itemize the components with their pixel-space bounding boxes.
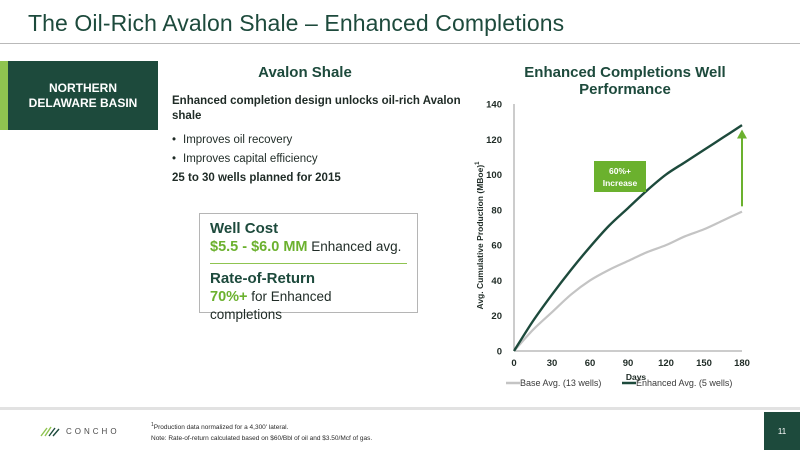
- series-line-enhanced: [512, 124, 743, 352]
- ror-suffix: for Enhanced completions: [210, 289, 332, 322]
- logo-mark-icon: [40, 426, 60, 437]
- economics-divider: [210, 263, 407, 264]
- company-logo: CONCHO: [40, 425, 120, 437]
- y-tick-label: 20: [491, 311, 502, 322]
- y-tick-label: 40: [491, 276, 502, 287]
- footnote-1-marker: 1: [151, 422, 154, 428]
- x-tick-label: 60: [585, 358, 596, 369]
- well-cost-suffix: Enhanced avg.: [307, 239, 402, 254]
- y-tick-label: 140: [486, 100, 502, 111]
- footnote-1: 1Production data normalized for a 4,300'…: [151, 420, 372, 433]
- avalon-heading: Avalon Shale: [258, 64, 352, 81]
- region-accent-strip: [0, 61, 8, 130]
- ror-value: 70%+: [210, 289, 248, 305]
- well-cost-heading: Well Cost: [210, 220, 279, 237]
- x-tick-label: 90: [623, 358, 634, 369]
- bullet-item: Improves capital efficiency: [172, 152, 462, 167]
- production-chart-svg: 0 20 40 60 80 100 120 140 0 30 60 90 120 150 180 Days Av…: [475, 100, 750, 389]
- footnotes: 1Production data normalized for a 4,300'…: [151, 420, 372, 444]
- well-cost-line: $5.5 - $6.0 MM Enhanced avg.: [210, 238, 407, 256]
- series-line-base: [513, 210, 743, 352]
- well-cost-value: $5.5 - $6.0 MM: [210, 239, 308, 255]
- increase-callout-text: 60%+: [609, 166, 631, 176]
- increase-callout-text: Increase: [603, 178, 638, 188]
- footnote-1-text: Production data normalized for a 4,300' …: [153, 424, 289, 432]
- y-tick-label: 60: [491, 241, 502, 252]
- economics-box: Well Cost $5.5 - $6.0 MM Enhanced avg. R…: [199, 213, 418, 322]
- bullet-item: Improves oil recovery: [172, 133, 462, 148]
- wells-plan-text: 25 to 30 wells planned for 2015: [172, 172, 341, 184]
- legend-label-base: Base Avg. (13 wells): [520, 378, 601, 388]
- x-tick-label: 0: [511, 358, 516, 369]
- y-axis-label-superscript: 1: [475, 161, 481, 165]
- y-tick-label: 0: [497, 347, 502, 358]
- x-tick-label: 30: [547, 358, 558, 369]
- slide-title: The Oil-Rich Avalon Shale – Enhanced Com…: [28, 10, 565, 36]
- increase-callout-box: [594, 161, 646, 192]
- y-tick-label: 100: [486, 170, 502, 181]
- y-tick-label: 120: [486, 135, 502, 146]
- legend-label-enhanced: Enhanced Avg. (5 wells): [636, 378, 732, 388]
- increase-arrow-head-icon: [737, 129, 747, 139]
- avalon-text-block: Enhanced completion design unlocks oil-r…: [172, 94, 462, 186]
- x-tick-label: 150: [696, 358, 712, 369]
- avalon-lead-text: Enhanced completion design unlocks oil-r…: [172, 95, 461, 122]
- title-divider: [0, 43, 800, 44]
- x-axis-label: Days: [626, 372, 647, 382]
- footnote-2: Note: Rate-of-return calculated based on…: [151, 435, 373, 443]
- page-number: 11: [764, 412, 800, 450]
- logo-wordmark: CONCHO: [66, 426, 120, 436]
- x-tick-label: 120: [658, 358, 674, 369]
- chart-heading: Enhanced Completions Well Performance: [524, 64, 726, 98]
- footer-bar: [0, 407, 800, 410]
- x-tick-label: 180: [734, 358, 750, 369]
- y-axis-label: Avg. Cumulative Production (MBoe)1: [475, 161, 485, 310]
- production-chart: 0 20 40 60 80 100 120 140 0 30 60 90 120 150 180 Days Av…: [466, 92, 766, 392]
- ror-line: 70%+ for Enhanced completions: [210, 288, 407, 324]
- y-axis-label-text: Avg. Cumulative Production (MBoe): [475, 165, 485, 310]
- ror-heading: Rate-of-Return: [210, 270, 315, 287]
- region-label: NORTHERN DELAWARE BASIN: [8, 61, 158, 130]
- y-tick-label: 80: [491, 205, 502, 216]
